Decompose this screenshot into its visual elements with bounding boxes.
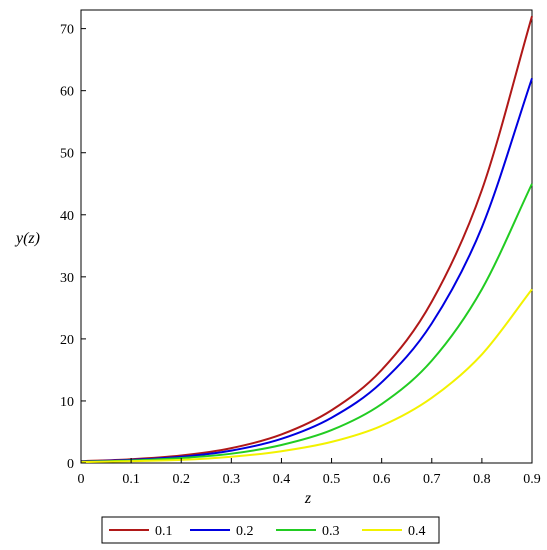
series-line-0.2 [80,77,533,463]
legend-label: 0.3 [322,524,340,539]
legend: 0.1 0.2 0.3 0.4 [101,516,440,544]
legend-label: 0.2 [236,524,254,539]
x-tick-label: 0.7 [423,472,441,487]
series-lines [80,15,533,464]
x-axis-label: z [304,490,312,507]
series-line-0.3 [80,183,533,463]
y-tick-label: 10 [60,395,74,410]
y-tick-label: 40 [60,209,74,224]
y-tick-label: 0 [67,457,74,472]
legend-label: 0.4 [408,524,426,539]
y-axis-ticks: 0 10 20 30 40 50 60 70 [60,23,86,472]
x-tick-label: 0.3 [223,472,241,487]
x-tick-label: 0.4 [273,472,291,487]
y-tick-label: 30 [60,271,74,286]
series-line-0.1 [80,15,533,463]
x-tick-label: 0.2 [172,472,190,487]
y-tick-label: 70 [60,23,74,38]
y-tick-label: 20 [60,333,74,348]
series-line-0.4 [80,288,533,464]
y-tick-label: 60 [60,85,74,100]
x-tick-label: 0.6 [373,472,391,487]
plot-border [80,9,533,464]
x-tick-label: 0.9 [523,472,541,487]
legend-label: 0.1 [155,524,173,539]
x-tick-label: 0 [78,472,85,487]
plot-frame [80,9,533,464]
x-tick-label: 0.1 [122,472,140,487]
x-tick-label: 0.8 [473,472,491,487]
x-axis-ticks: 0 0.1 0.2 0.3 0.4 0.5 0.6 0.7 0.8 0.9 [78,458,541,487]
y-tick-label: 50 [60,147,74,162]
x-tick-label: 0.5 [323,472,341,487]
y-axis-label: y(z) [14,230,40,247]
